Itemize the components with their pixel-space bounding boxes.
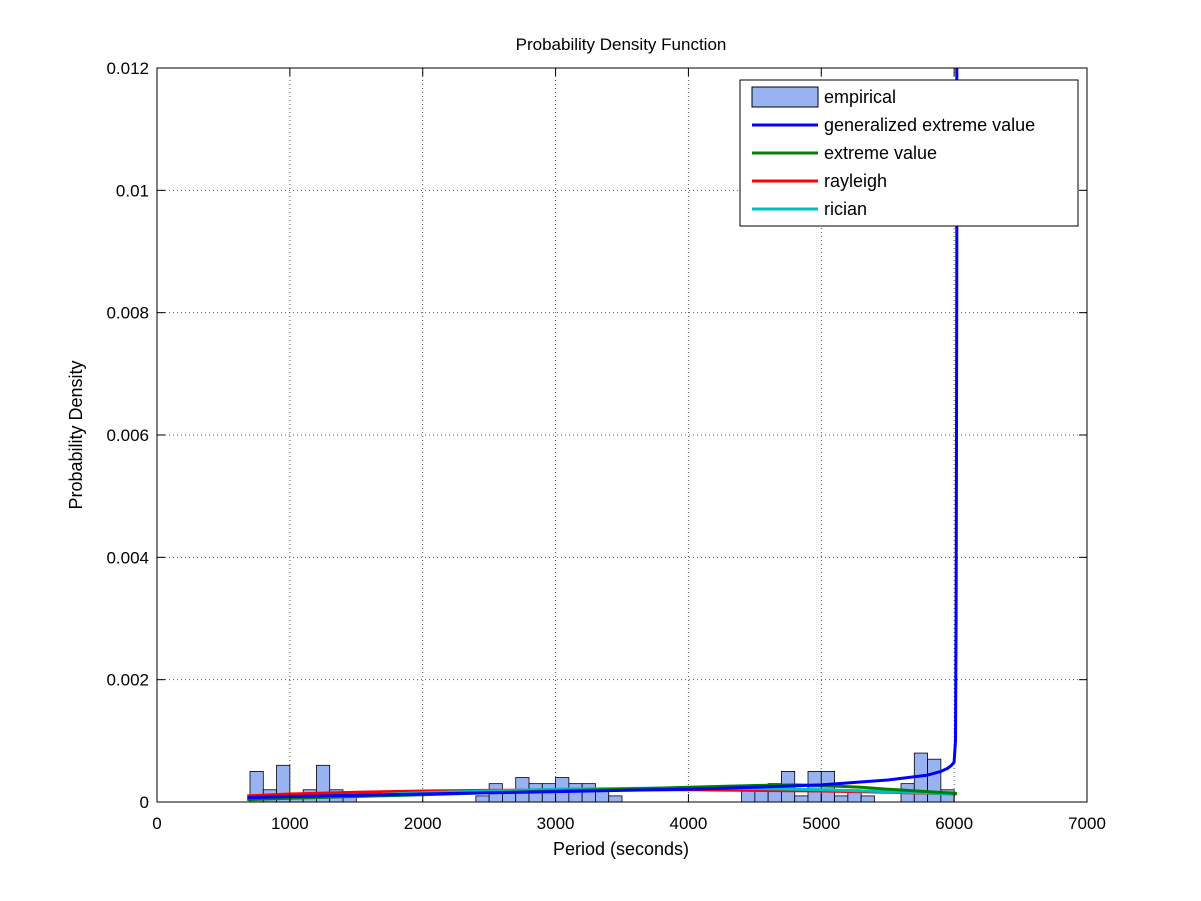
x-tick-label: 2000 (404, 814, 442, 833)
legend-label-extreme-value: extreme value (824, 143, 937, 163)
y-tick-label: 0.008 (106, 304, 149, 323)
histogram-bar (834, 795, 849, 803)
histogram-bar (860, 795, 875, 803)
fit-curves (247, 68, 959, 802)
series-line-generalized-extreme-value (247, 68, 959, 800)
histogram-bar (927, 758, 942, 803)
y-tick-label: 0.002 (106, 671, 149, 690)
axis-ticks (156, 67, 1088, 803)
y-tick-label: 0.006 (106, 426, 149, 445)
y-tick-label: 0.004 (106, 548, 149, 567)
x-tick-label: 4000 (670, 814, 708, 833)
y-tick-label: 0 (140, 793, 149, 812)
histogram-bar (475, 795, 490, 803)
legend-swatch-empirical (751, 86, 819, 108)
legend-label-rician: rician (824, 199, 867, 219)
legend: empirical generalized extreme value extrem… (739, 79, 1079, 227)
x-tick-label: 3000 (537, 814, 575, 833)
y-tick-labels: 0 0.002 0.004 0.006 0.008 0.01 0.012 (106, 59, 149, 812)
histogram-bar (608, 795, 623, 803)
histogram-bar (568, 783, 583, 803)
grid (157, 68, 1087, 802)
x-tick-label: 1000 (271, 814, 309, 833)
x-tick-label: 6000 (935, 814, 973, 833)
chart-title: Probability Density Function (516, 35, 727, 54)
y-tick-label: 0.01 (116, 181, 149, 200)
x-tick-label: 0 (152, 814, 161, 833)
y-tick-label: 0.012 (106, 59, 149, 78)
x-tick-label: 5000 (802, 814, 840, 833)
legend-label-generalized-extreme-value: generalized extreme value (824, 115, 1035, 135)
x-tick-labels: 0 1000 2000 3000 4000 5000 6000 7000 (152, 814, 1106, 833)
histogram-bar (581, 783, 596, 803)
legend-label-rayleigh: rayleigh (824, 171, 887, 191)
x-axis-label: Period (seconds) (553, 839, 689, 859)
histogram-bar (794, 795, 809, 803)
legend-label-empirical: empirical (824, 87, 896, 107)
y-axis-label: Probability Density (66, 360, 86, 509)
x-tick-label: 7000 (1068, 814, 1106, 833)
